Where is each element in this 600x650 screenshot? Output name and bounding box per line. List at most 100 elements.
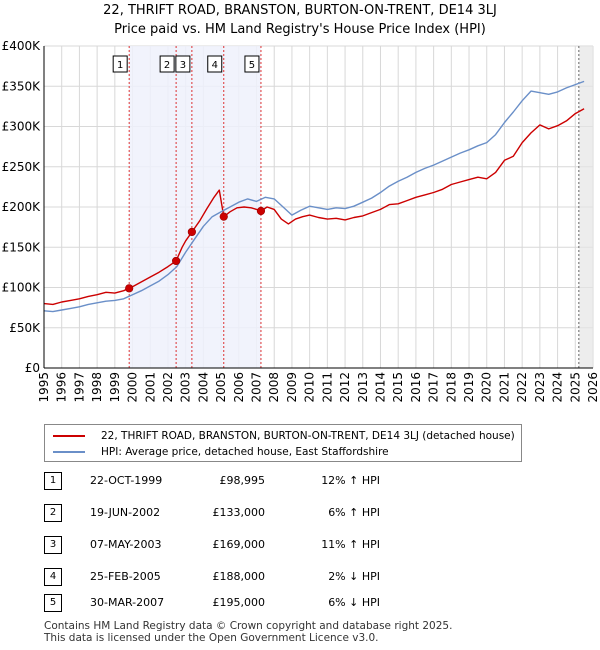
x-tick-label: 2021 [497,372,511,403]
footer-line-2: This data is licensed under the Open Gov… [44,632,379,644]
sale-point [256,206,266,216]
sale-point [125,284,134,293]
transaction-date: 07-MAY-2003 [90,538,162,551]
sale-marker-box [112,55,128,73]
x-tick-label: 2006 [232,372,246,403]
x-tick-label: 2003 [179,372,193,403]
x-tick-label: 2014 [373,372,387,403]
table-row: 1 22-OCT-1999 £98,995 12% ↑ HPI [40,470,440,492]
table-row: 3 07-MAY-2003 £169,000 11% ↑ HPI [40,534,440,556]
y-tick-label: £50K [9,321,41,335]
transaction-date: 19-JUN-2002 [90,506,161,519]
footer: Contains HM Land Registry data © Crown c… [44,620,452,644]
sale-point [172,256,181,266]
property-swatch [53,435,85,437]
x-tick-label: 1998 [90,372,104,403]
y-tick-label: £350K [2,79,42,93]
sale-points [125,206,266,293]
legend-label-property: 22, THRIFT ROAD, BRANSTON, BURTON-ON-TRE… [101,430,515,442]
transaction-price: £98,995 [219,474,266,487]
x-tick-label: 2005 [214,372,228,403]
x-tick-label: 2009 [285,372,299,403]
y-tick-label: £200K [2,200,42,214]
transaction-price: £133,000 [212,506,266,519]
x-tick-label: 2020 [480,372,494,403]
transaction-number: 1 [44,472,62,490]
x-tick-label: 2018 [444,372,458,403]
transaction-number: 3 [44,536,62,554]
x-tick-label: 2022 [515,372,529,403]
sale-marker-label: 1 [117,60,123,71]
x-tick-label: 1997 [72,372,86,403]
transaction-date: 25-FEB-2005 [90,570,161,583]
table-row: 2 19-JUN-2002 £133,000 6% ↑ HPI [40,502,440,524]
y-tick-label: £150K [2,240,42,254]
sale-marker-box [244,55,260,73]
x-tick-label: 2013 [356,372,370,403]
sale-point [219,212,228,221]
sale-marker-label: 2 [164,60,170,71]
axes [43,46,593,369]
x-tick-label: 2016 [409,372,423,403]
x-tick-label: 1995 [37,372,51,403]
y-tick-label: £0 [25,361,40,375]
x-tick-label: 2015 [391,372,405,403]
footer-line-1: Contains HM Land Registry data © Crown c… [44,620,453,632]
y-tick-label: £400K [2,39,42,53]
x-tick-label: 2023 [533,372,547,403]
x-tick-label: 2017 [427,372,441,403]
sale-marker-box [175,55,191,73]
transaction-hpi-diff: 6% ↑ HPI [328,506,380,519]
sale-marker-label: 5 [249,60,255,71]
sale-marker-label: 3 [180,60,186,71]
transaction-number: 5 [44,594,62,612]
x-tick-label: 2019 [462,372,476,403]
hpi-swatch [53,451,85,453]
transaction-date: 30-MAR-2007 [90,596,165,609]
x-tick-label: 2025 [568,372,582,403]
y-tick-label: £300K [2,120,42,134]
transaction-number: 2 [44,504,62,522]
hpi-line [43,80,585,313]
x-tick-label: 2008 [267,372,281,403]
x-tick-label: 2000 [126,372,140,403]
x-tick-label: 2004 [196,372,210,403]
x-tick-label: 2024 [551,372,565,403]
transaction-hpi-diff: 2% ↓ HPI [328,570,380,583]
x-tick-label: 1996 [55,372,69,403]
sale-point [187,227,196,237]
chart-title: 22, THRIFT ROAD, BRANSTON, BURTON-ON-TRE… [0,1,600,39]
transaction-hpi-diff: 12% ↑ HPI [321,474,380,487]
x-tick-label: 2002 [161,372,175,403]
legend-label-hpi: HPI: Average price, detached house, East… [101,446,389,458]
x-tick-label: 2007 [250,372,264,403]
y-tick-label: £100K [2,281,42,295]
title-line-1: 22, THRIFT ROAD, BRANSTON, BURTON-ON-TRE… [103,3,497,18]
x-tick-label: 2010 [303,372,317,403]
table-row: 4 25-FEB-2005 £188,000 2% ↓ HPI [40,566,440,588]
transaction-price: £188,000 [212,570,266,583]
legend: 22, THRIFT ROAD, BRANSTON, BURTON-ON-TRE… [44,424,522,462]
x-tick-labels: 1995 1996 1997 1998 1999 2000 2001 2002 2003 2004… [37,372,600,403]
sale-marker-label: 4 [212,60,218,71]
transaction-hpi-diff: 6% ↓ HPI [328,596,380,609]
transaction-hpi-diff: 11% ↑ HPI [321,538,380,551]
y-tick-label: £250K [2,160,42,174]
transaction-date: 22-OCT-1999 [90,474,163,487]
x-tick-label: 2026 [586,372,600,403]
table-row: 5 30-MAR-2007 £195,000 6% ↓ HPI [40,592,440,614]
x-tick-label: 2012 [338,372,352,403]
forecast-region [578,46,593,368]
transaction-price: £169,000 [212,538,266,551]
x-tick-label: 1999 [108,372,122,403]
transaction-number: 4 [44,568,62,586]
sale-marker-box [207,55,223,73]
x-tick-label: 2001 [143,372,157,403]
title-line-2: Price paid vs. HM Land Registry's House … [114,22,486,37]
sale-marker-box [159,55,175,73]
transaction-price: £195,000 [212,596,266,609]
series-lines [43,80,585,313]
y-tick-labels: £0 £50K £100K £150K £200K £250K £300K £350K £400… [2,39,42,375]
